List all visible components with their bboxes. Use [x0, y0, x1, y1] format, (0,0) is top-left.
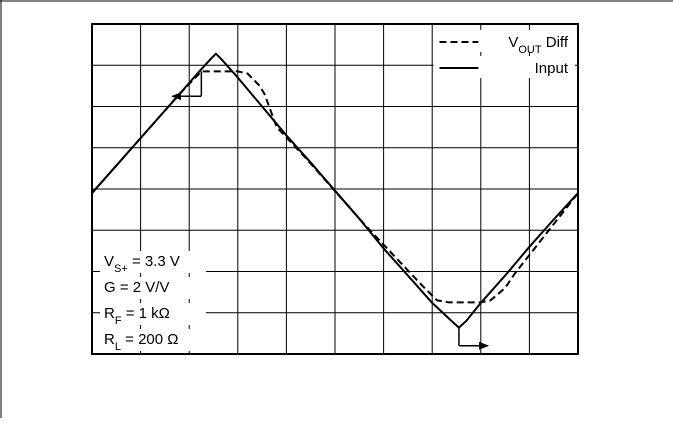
condition-line-rest: = 3.3 V — [128, 253, 180, 270]
legend-entry-background — [433, 56, 575, 78]
condition-background — [100, 303, 206, 325]
legend-label-main: V — [508, 34, 518, 51]
legend-label: VOUT Diff — [508, 34, 568, 56]
axis-indicator-arrows — [171, 71, 490, 350]
condition-background — [100, 251, 206, 273]
condition-line-subscript: S+ — [114, 263, 128, 275]
input-series-line — [91, 52, 579, 329]
legend-label-rest: Diff — [542, 34, 569, 51]
legend-entry-background — [433, 30, 575, 52]
condition-line: RL = 200 Ω — [104, 331, 178, 353]
condition-line-subscript: F — [115, 315, 122, 327]
condition-line-subscript: L — [115, 341, 121, 353]
condition-line-main: V — [104, 253, 114, 270]
condition-line: RF = 1 kΩ — [104, 305, 170, 327]
condition-line-rest: = 200 Ω — [121, 331, 179, 348]
condition-line-rest: = 1 kΩ — [122, 305, 170, 322]
legend-label: Input — [535, 60, 569, 77]
condition-line-main: R — [104, 331, 115, 348]
condition-line: VS+ = 3.3 V — [104, 253, 180, 275]
condition-line-main: G = 2 V/V — [104, 279, 169, 296]
condition-line: G = 2 V/V — [104, 279, 169, 296]
legend-label-main: Input — [535, 60, 569, 77]
series-layer — [91, 52, 579, 329]
condition-line-main: R — [104, 305, 115, 322]
condition-background — [100, 277, 206, 299]
condition-background — [100, 329, 206, 351]
legend: VOUT Diff Input — [433, 30, 575, 78]
grid — [92, 24, 578, 354]
legend-label-subscript: OUT — [518, 44, 542, 56]
plot-frame — [91, 23, 579, 355]
